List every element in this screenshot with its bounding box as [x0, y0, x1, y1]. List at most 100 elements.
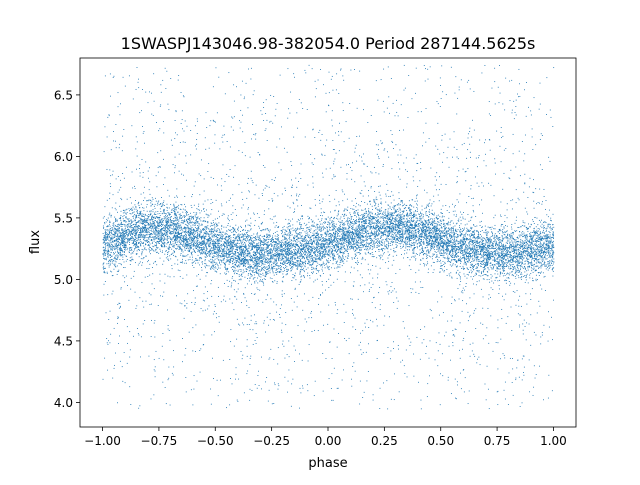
data-point: [459, 248, 461, 250]
data-point: [180, 222, 182, 224]
data-point: [547, 235, 549, 237]
data-point: [269, 272, 271, 274]
data-point: [390, 245, 392, 246]
data-point: [154, 238, 156, 240]
data-point: [242, 249, 244, 251]
data-point: [513, 100, 515, 102]
data-point: [303, 269, 305, 271]
data-point: [373, 221, 375, 223]
data-point: [335, 233, 337, 235]
data-point: [394, 236, 396, 238]
data-point: [505, 253, 507, 255]
data-point: [340, 250, 341, 252]
data-point: [259, 239, 261, 241]
data-point: [113, 234, 115, 235]
data-point: [529, 391, 531, 393]
data-point: [348, 242, 350, 244]
data-point: [174, 214, 176, 216]
data-point: [351, 247, 352, 249]
data-point: [189, 247, 191, 249]
data-point: [133, 245, 135, 247]
data-point: [166, 227, 168, 229]
data-point: [430, 245, 432, 247]
data-point: [519, 246, 521, 248]
data-point: [445, 205, 447, 206]
data-point: [538, 254, 540, 256]
data-point: [461, 257, 463, 259]
data-point: [538, 237, 540, 238]
data-point: [371, 221, 373, 223]
data-point: [206, 214, 208, 216]
data-point: [377, 222, 379, 224]
data-point: [439, 249, 441, 251]
data-point: [551, 227, 553, 229]
data-point: [295, 244, 297, 246]
data-point: [310, 207, 312, 209]
data-point: [211, 261, 213, 263]
data-point: [108, 214, 110, 216]
data-point: [122, 237, 124, 239]
data-point: [311, 264, 313, 266]
data-point: [396, 239, 398, 241]
data-point: [305, 237, 307, 238]
data-point: [495, 245, 497, 246]
data-point: [211, 280, 213, 282]
data-point: [183, 241, 184, 243]
data-point: [457, 259, 459, 261]
data-point: [549, 109, 551, 111]
data-point: [406, 237, 408, 238]
data-point: [485, 244, 487, 246]
data-point: [256, 264, 258, 266]
data-point: [240, 279, 242, 281]
data-point: [205, 225, 207, 227]
data-point: [250, 256, 252, 257]
data-point: [546, 233, 548, 235]
data-point: [321, 201, 323, 203]
data-point: [155, 226, 157, 228]
data-point: [190, 212, 192, 214]
data-point: [460, 223, 462, 225]
data-point: [378, 250, 380, 252]
data-point: [371, 232, 373, 234]
data-point: [451, 277, 453, 279]
data-point: [396, 232, 398, 234]
data-point: [395, 227, 397, 229]
data-point: [156, 231, 158, 233]
data-point: [356, 241, 358, 243]
data-point: [373, 241, 375, 243]
data-point: [177, 222, 178, 224]
data-point: [431, 246, 433, 248]
data-point: [171, 231, 172, 233]
data-point: [428, 243, 430, 245]
data-point: [419, 180, 421, 182]
data-point: [323, 84, 324, 86]
data-point: [195, 245, 197, 247]
data-point: [208, 239, 210, 240]
data-point: [550, 227, 552, 229]
data-point: [330, 242, 332, 244]
data-point: [334, 249, 336, 251]
data-point: [220, 248, 222, 250]
data-point: [175, 239, 177, 241]
data-point: [322, 255, 324, 257]
data-point: [530, 266, 532, 268]
data-point: [395, 239, 397, 241]
data-point: [542, 272, 544, 274]
data-point: [182, 216, 184, 218]
data-point: [247, 261, 249, 263]
data-point: [539, 251, 541, 253]
data-point: [127, 226, 128, 228]
data-point: [123, 236, 125, 238]
data-point: [457, 234, 459, 236]
data-point: [461, 231, 463, 233]
data-point: [240, 249, 242, 251]
data-point: [212, 228, 214, 230]
data-point: [142, 132, 144, 134]
data-point: [480, 245, 482, 247]
data-point: [538, 255, 540, 257]
data-point: [356, 160, 358, 162]
data-point: [487, 245, 489, 247]
data-point: [211, 235, 213, 237]
data-point: [436, 255, 438, 257]
data-point: [531, 240, 532, 242]
